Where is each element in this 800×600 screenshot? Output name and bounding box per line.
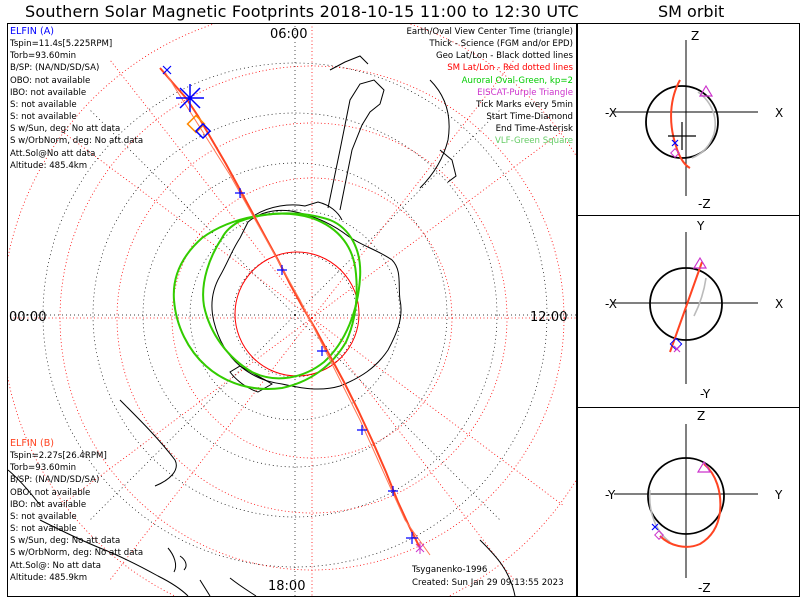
- elfin-a-name: ELFIN (A): [10, 26, 55, 37]
- elfin-a-line: B/SP: (NA/ND/SD/SA): [10, 63, 100, 74]
- end-time-asterisk: [415, 542, 425, 554]
- axis-left: -X: [605, 297, 617, 311]
- elfin-b-name: ELFIN (B): [10, 438, 55, 449]
- elfin-a-line: OBO: not available: [10, 75, 91, 86]
- elfin-a-line: S w/OrbNorm, deg: No att data: [10, 136, 144, 147]
- elfin-b-line: OBO: not available: [10, 487, 91, 498]
- axis-left: -Y: [605, 488, 616, 502]
- legend-item-start-time: Start Time-Diamond: [486, 111, 573, 122]
- legend-item-tick-marks: Tick Marks every 5min: [476, 99, 573, 110]
- elfin-b-line: S: not available: [10, 524, 77, 535]
- elfin-a-line: Tspin=11.4s[5.225RPM]: [10, 39, 113, 50]
- auroral-oval: [172, 212, 362, 390]
- axis-right: X: [775, 106, 783, 120]
- axis-bottom: -Z: [698, 197, 711, 211]
- tick-left: 00:00: [9, 310, 46, 325]
- axis-top: Y: [696, 219, 705, 233]
- elfin-a-asterisk: [176, 84, 204, 112]
- axis-bottom: -Y: [700, 387, 711, 401]
- elfin-a-line: Torb=93.60min: [10, 51, 77, 62]
- elfin-b-line: S w/OrbNorm, deg: No att data: [10, 548, 144, 559]
- legend: Earth/Oval View Center Time (triangle) T…: [406, 26, 573, 147]
- elfin-a-line: S w/Sun, deg: No att data: [10, 124, 121, 135]
- axis-right: Y: [774, 488, 783, 502]
- orbit-plot-yz: Z -Z -Y Y: [605, 409, 783, 595]
- elfin-b-line: Tspin=2.27s[26.4RPM]: [10, 451, 107, 462]
- elfin-b-line: Att.Sol@: No att data: [10, 560, 102, 571]
- orbit-plot-xz: Z -Z -X X: [605, 29, 783, 211]
- elfin-b-line: Torb=93.60min: [10, 463, 77, 474]
- legend-item-view-center: Earth/Oval View Center Time (triangle): [406, 27, 573, 37]
- elfin-a-line: S: not available: [10, 99, 77, 110]
- tick-right: 12:00: [530, 310, 567, 325]
- elfin-b-line: S w/Sun, deg: No att data: [10, 536, 121, 547]
- elfin-a-line: Att.Sol@No att data: [10, 148, 96, 159]
- elfin-b-line: Altitude: 485.9km: [10, 572, 88, 583]
- elfin-b-line: B/SP: (NA/ND/SD/SA): [10, 475, 100, 486]
- elfin-a-line: IBO: not available: [10, 87, 87, 98]
- sm-orbit-title: SM orbit: [658, 2, 725, 21]
- elfin-a-line: S: not available: [10, 112, 77, 123]
- legend-item-vlf: VLF-Green Square: [494, 136, 573, 147]
- elfin-b-line: IBO: not available: [10, 499, 87, 510]
- legend-item-geo-grid: Geo Lat/Lon - Black dotted lines: [435, 51, 573, 62]
- legend-item-sm-grid: SM Lat/Lon - Red dotted lines: [447, 63, 573, 74]
- coastlines: [8, 55, 516, 596]
- elfin-b-track-thin: [164, 71, 431, 556]
- model-credit: Tsyganenko-1996: [412, 565, 488, 575]
- geo-grid: [8, 24, 576, 596]
- page-title: Southern Solar Magnetic Footprints 2018-…: [25, 2, 579, 21]
- elfin-a-line: Altitude: 485.4km: [10, 160, 88, 171]
- legend-item-science: Thick - Science (FGM and/or EPD): [429, 39, 573, 50]
- axis-bottom: -Z: [698, 581, 711, 595]
- elfin-a-info: ELFIN (A) Tspin=11.4s[5.225RPM] Torb=93.…: [10, 26, 143, 172]
- axis-right: X: [775, 297, 783, 311]
- axis-left: -X: [605, 106, 617, 120]
- tick-bottom: 18:00: [268, 579, 305, 594]
- axis-top: Z: [697, 409, 705, 423]
- axis-top: Z: [691, 29, 699, 43]
- created-credit: Created: Sun Jan 29 09:13:55 2023: [412, 578, 564, 588]
- legend-item-auroral-oval: Auroral Oval-Green, kp=2: [461, 75, 573, 86]
- legend-item-end-time: End Time-Asterisk: [495, 124, 573, 135]
- start-time-diamond: [186, 114, 212, 140]
- orbit-plot-xy: Y -Y -X X: [605, 219, 783, 401]
- elfin-b-info: ELFIN (B) Tspin=2.27s[26.4RPM] Torb=93.6…: [10, 438, 143, 584]
- legend-item-eiscat: EISCAT-Purple Triangle: [477, 87, 573, 98]
- elfin-a-tick-marks: [162, 65, 418, 544]
- tick-top: 06:00: [270, 27, 307, 42]
- elfin-b-line: S: not available: [10, 511, 77, 522]
- sm-grid: [8, 24, 576, 596]
- footprint-map-frame: [7, 23, 577, 597]
